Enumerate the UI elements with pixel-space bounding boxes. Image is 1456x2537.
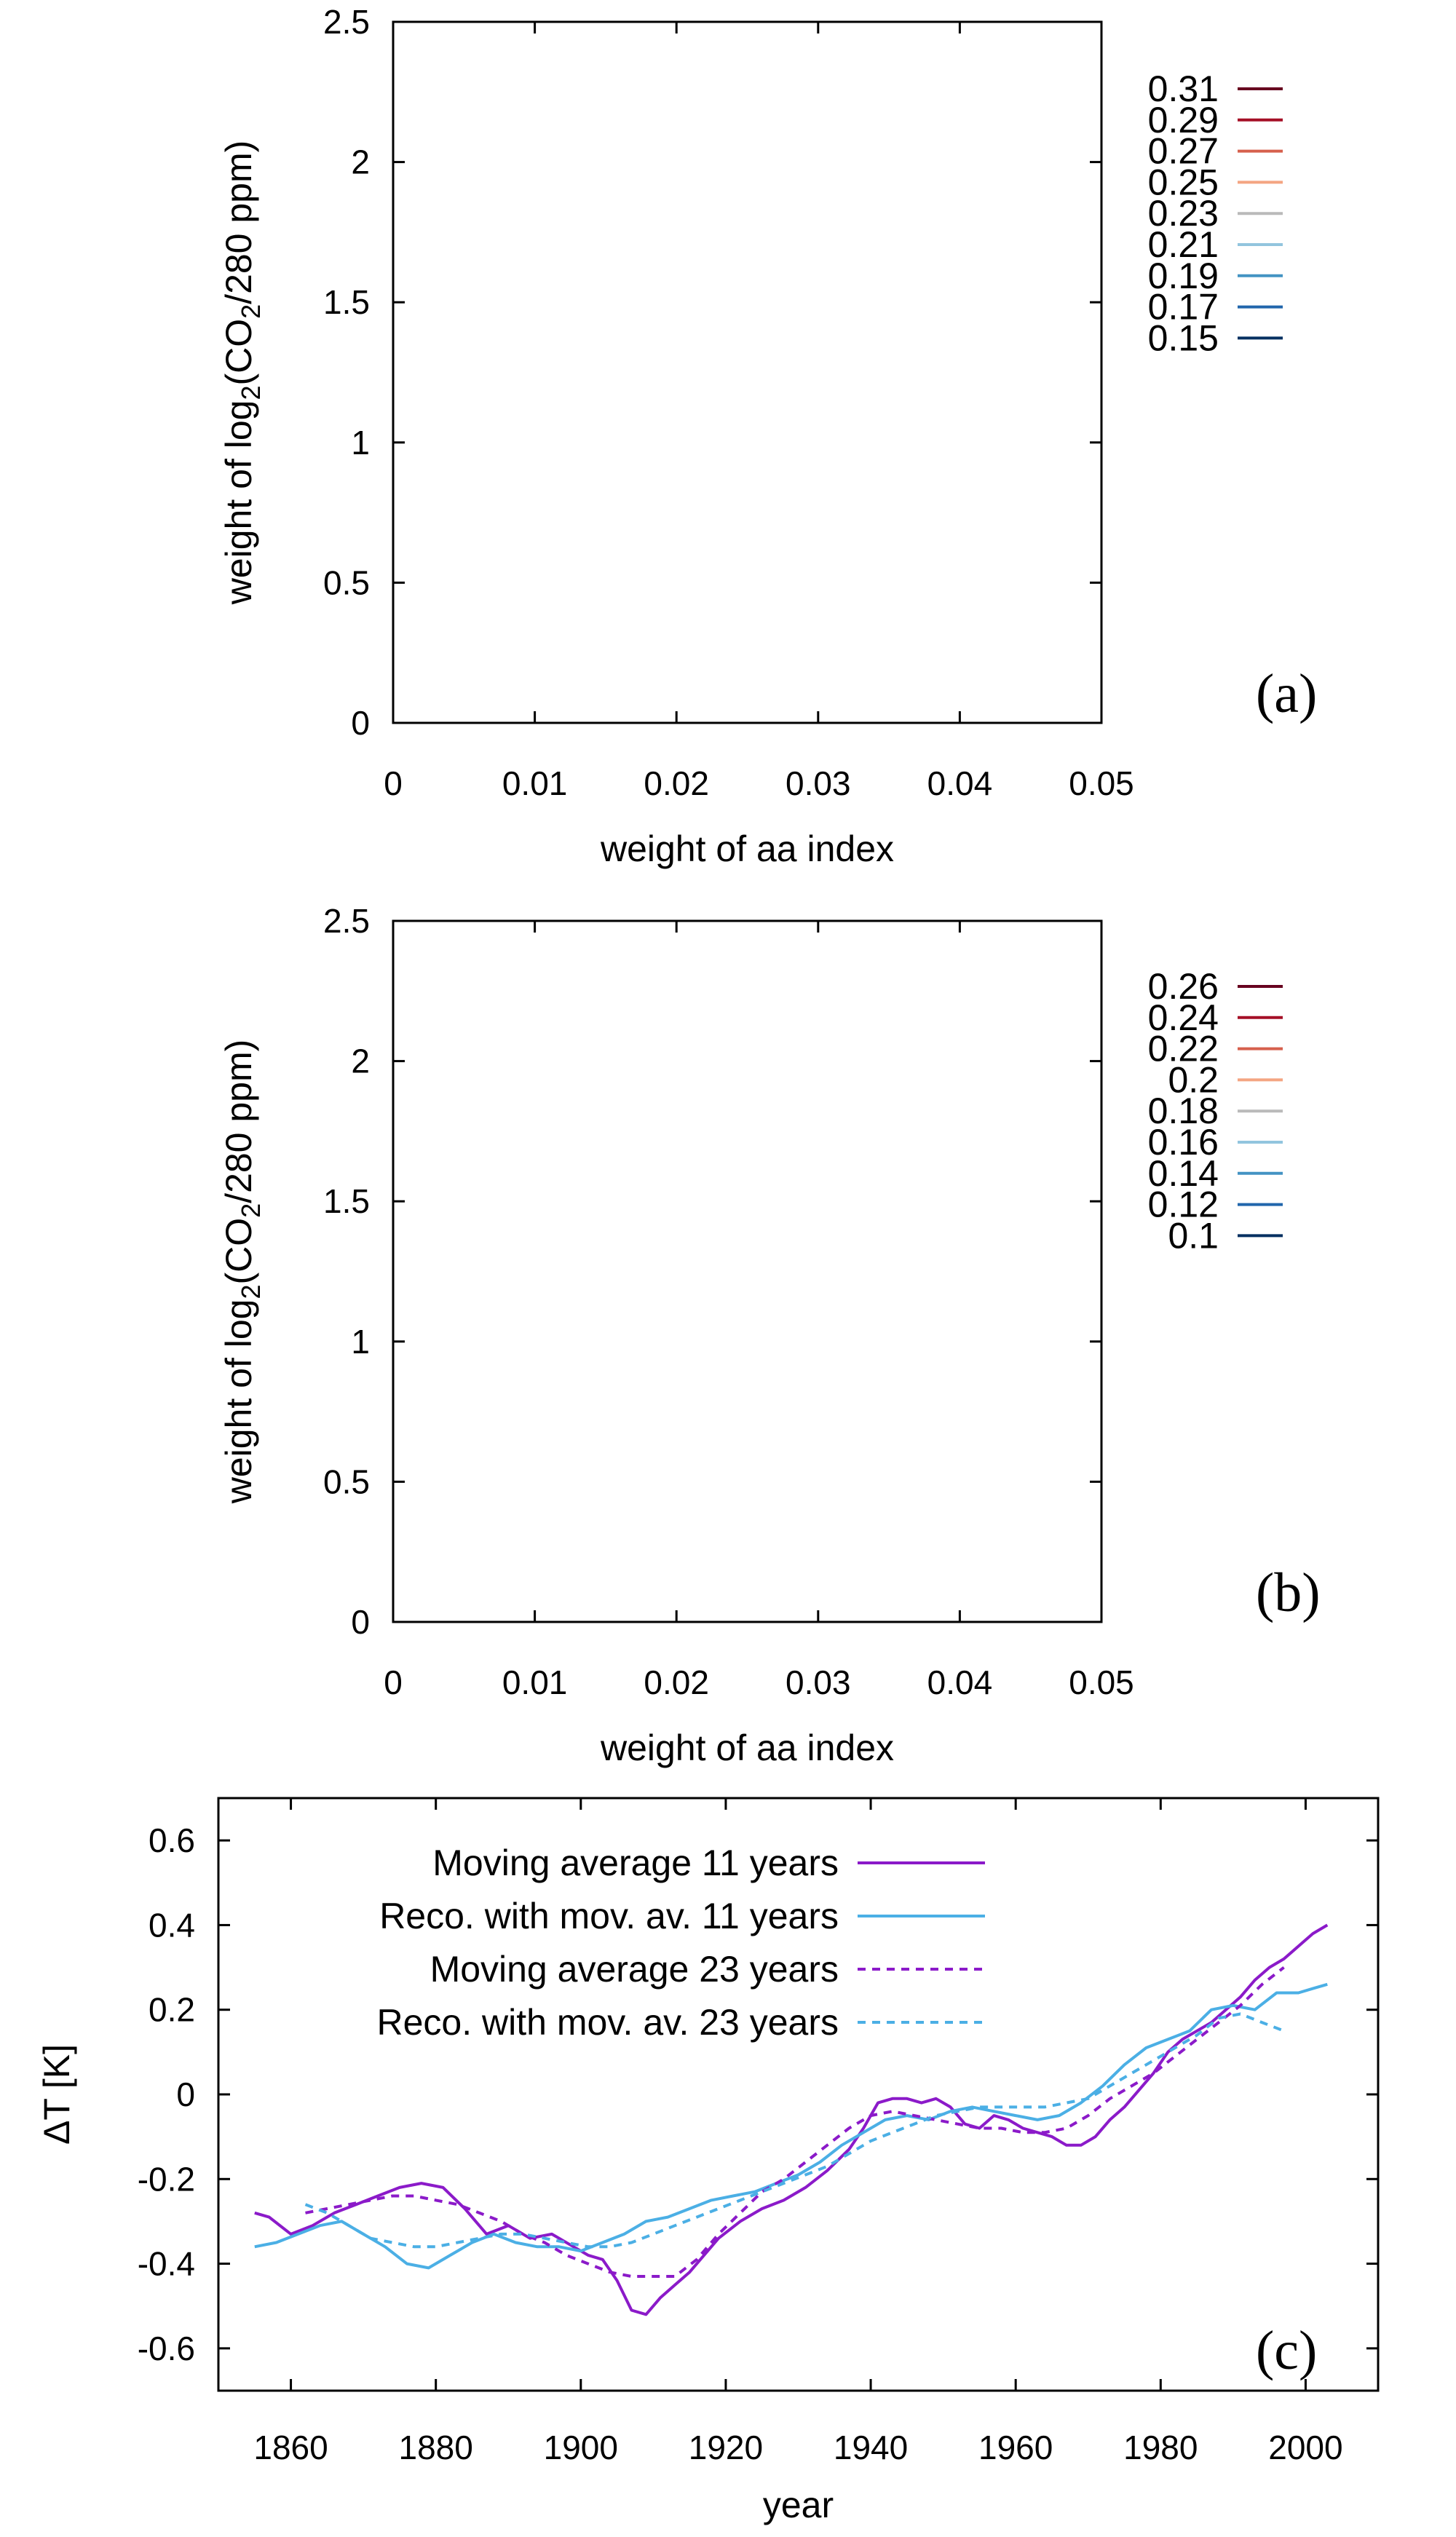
x-tick-label: 1940 <box>834 2429 908 2466</box>
panel-c-series <box>254 1923 1329 2316</box>
legend-label: Moving average 23 years <box>430 1949 839 1990</box>
legend-label: 0.2 <box>1168 1059 1219 1100</box>
y-tick-label: -0.2 <box>138 2160 195 2198</box>
y-label-part: weight of log <box>218 1299 259 1505</box>
y-tick-label: 2.5 <box>323 3 370 41</box>
y-label-part: /280 ppm) <box>218 1040 259 1203</box>
x-tick-label: 0.03 <box>786 764 851 802</box>
panel-c-x-axis-label: year <box>763 2485 834 2525</box>
legend-label: 0.27 <box>1148 131 1219 172</box>
legend-label: 0.22 <box>1148 1029 1219 1069</box>
legend-label: Moving average 11 years <box>432 1843 839 1883</box>
legend-label: 0.15 <box>1148 317 1219 358</box>
legend-label: 0.29 <box>1148 100 1219 140</box>
series-line-4 <box>304 2012 1285 2249</box>
x-tick-label: 0.05 <box>1069 1663 1134 1701</box>
series-line-2 <box>254 1982 1328 2270</box>
panel-b-frame <box>392 919 1103 1623</box>
y-label-part: /280 ppm) <box>218 140 259 304</box>
y-tick-label: 1.5 <box>323 283 370 321</box>
x-tick-label: 0.01 <box>502 764 568 802</box>
y-tick-label: 0 <box>351 1603 370 1641</box>
y-tick-label: 1.5 <box>323 1182 370 1220</box>
legend-label: 0.17 <box>1148 287 1219 328</box>
panel-a-frame <box>392 20 1103 724</box>
legend-label: 0.26 <box>1148 966 1219 1007</box>
y-tick-label: 0.6 <box>149 1821 195 1859</box>
y-tick-label: 0 <box>351 704 370 742</box>
x-tick-label: 0.02 <box>644 1663 709 1701</box>
panel-b-contour-plot: 0 0.01 0.02 0.03 0.04 0.05 0 0.5 1 1.5 2 2.5 weight… <box>218 902 1321 1768</box>
legend-label: Reco. with mov. av. 23 years <box>377 2002 839 2043</box>
panel-b-y-axis-label: weight of log2(CO2/280 ppm) <box>218 1040 266 1505</box>
panel-b-label: (b) <box>1256 1562 1321 1623</box>
legend-label: 0.1 <box>1168 1215 1219 1256</box>
x-tick-label: 0.02 <box>644 764 709 802</box>
x-tick-label: 0.03 <box>786 1663 851 1701</box>
panel-a-y-axis-label: weight of log2(CO2/280 ppm) <box>218 140 266 606</box>
y-tick-label: 1 <box>351 1323 370 1361</box>
panel-c-label: (c) <box>1256 2320 1317 2381</box>
x-tick-label: 1880 <box>399 2429 473 2466</box>
x-tick-label: 0 <box>384 764 403 802</box>
series-line-3 <box>305 1966 1285 2278</box>
y-label-part: (CO <box>218 1218 259 1285</box>
y-tick-label: 0.4 <box>149 1906 195 1944</box>
legend-label: 0.25 <box>1148 162 1219 202</box>
panel-c-legend: Moving average 11 years Reco. with mov. a… <box>377 1843 985 2043</box>
x-tick-label: 0.01 <box>502 1663 568 1701</box>
y-tick-label: 2.5 <box>323 902 370 940</box>
y-tick-label: 2 <box>351 1042 370 1080</box>
y-tick-label: 0.5 <box>323 563 370 601</box>
panel-b-legend: 0.260.240.220.20.180.160.140.120.1 <box>1148 966 1283 1256</box>
y-tick-label: -0.4 <box>138 2245 195 2283</box>
x-tick-label: 0.04 <box>927 764 993 802</box>
y-label-part: weight of log <box>218 400 259 606</box>
panel-a-legend: 0.310.290.270.250.230.210.190.170.15 <box>1148 68 1283 358</box>
x-tick-label: 1900 <box>544 2429 618 2466</box>
panel-c-frame <box>217 1797 1380 2392</box>
x-tick-label: 0 <box>384 1663 403 1701</box>
x-tick-label: 1980 <box>1123 2429 1198 2466</box>
legend-label: 0.31 <box>1148 68 1219 109</box>
y-label-subscript: 2 <box>236 386 266 400</box>
y-tick-label: 1 <box>351 424 370 462</box>
legend-label: 0.24 <box>1148 997 1219 1038</box>
y-tick-label: -0.6 <box>138 2330 195 2367</box>
x-tick-label: 0.05 <box>1069 764 1134 802</box>
x-tick-label: 2000 <box>1268 2429 1342 2466</box>
legend-label: 0.16 <box>1148 1122 1219 1163</box>
legend-label: 0.12 <box>1148 1184 1219 1225</box>
panel-c-line-plot: 1860 1880 1900 1920 1940 1960 1980 2000 -0.6 -0.4… <box>36 1797 1380 2525</box>
panel-b-x-axis-label: weight of aa index <box>600 1727 894 1768</box>
legend-label: 0.23 <box>1148 193 1219 234</box>
y-label-subscript: 2 <box>236 1203 266 1218</box>
y-label-subscript: 2 <box>236 1285 266 1299</box>
x-tick-label: 0.04 <box>927 1663 993 1701</box>
y-tick-label: 0.2 <box>149 1991 195 2029</box>
legend-label: Reco. with mov. av. 11 years <box>379 1896 839 1936</box>
legend-label: 0.18 <box>1148 1091 1219 1131</box>
legend-label: 0.19 <box>1148 256 1219 296</box>
x-tick-label: 1860 <box>253 2429 328 2466</box>
y-tick-label: 0 <box>176 2075 195 2113</box>
panel-c-ticks: 1860 1880 1900 1920 1940 1960 1980 2000 -0.6 -0.4… <box>138 1798 1378 2466</box>
panel-a-contour-plot: 0 0.01 0.02 0.03 0.04 0.05 0 0.5 1 1.5 2 2.5 weight… <box>218 3 1317 869</box>
panel-b-ticks: 0 0.01 0.02 0.03 0.04 0.05 0 0.5 1 1.5 2 2.5 <box>323 902 1134 1701</box>
panel-c-y-axis-label: ΔT [K] <box>36 2044 77 2145</box>
y-label-part: (CO <box>218 319 259 386</box>
y-tick-label: 0.5 <box>323 1463 370 1500</box>
panel-a-label: (a) <box>1256 663 1317 724</box>
y-tick-label: 2 <box>351 143 370 181</box>
x-tick-label: 1920 <box>689 2429 763 2466</box>
legend-label: 0.21 <box>1148 224 1219 265</box>
panel-a-ticks: 0 0.01 0.02 0.03 0.04 0.05 0 0.5 1 1.5 2 2.5 <box>323 3 1134 802</box>
x-tick-label: 1960 <box>978 2429 1053 2466</box>
panel-a-x-axis-label: weight of aa index <box>600 828 894 869</box>
legend-label: 0.14 <box>1148 1153 1219 1194</box>
y-label-subscript: 2 <box>236 304 266 319</box>
